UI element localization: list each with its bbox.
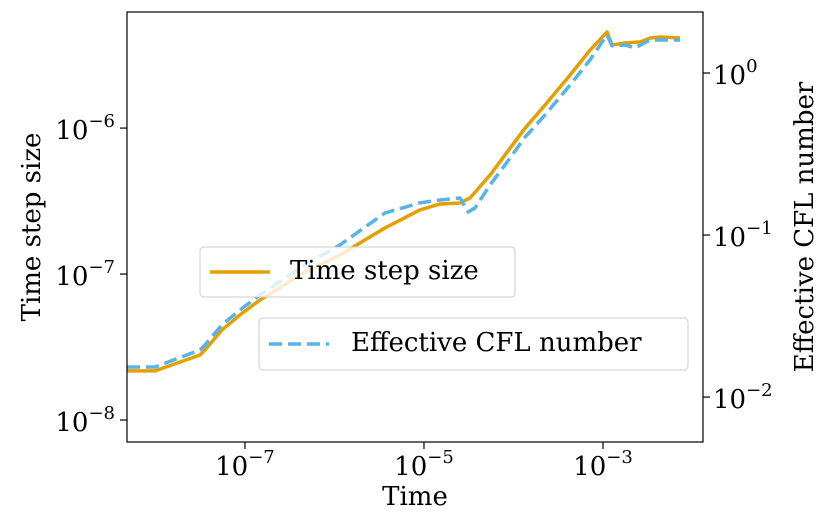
y-tick-label: 10−6 [55, 111, 115, 146]
y-axis-label: Time step size [17, 133, 47, 322]
axes-frame [126, 11, 704, 443]
y-tick-label: 10−7 [55, 257, 115, 292]
x-tick-label: 10−5 [394, 447, 454, 482]
y2-tick-label: 10−2 [713, 380, 773, 415]
legend: Time step size Effective CFL number [199, 246, 689, 371]
x-tick-label: 10−7 [215, 447, 275, 482]
plot-area [127, 30, 681, 373]
y-tick-label: 10−8 [55, 403, 115, 438]
y2-tick-label: 100 [713, 56, 758, 91]
x-axis-label: Time [382, 482, 448, 512]
legend-label: Effective CFL number [351, 328, 642, 358]
y2-tick-label: 10−1 [713, 218, 773, 253]
legend-box [258, 317, 689, 371]
y2-axis-label: Effective CFL number [790, 81, 820, 372]
legend-label: Time step size [290, 256, 479, 286]
series-line [127, 33, 681, 369]
legend-box [199, 246, 516, 298]
x-tick-label: 10−3 [573, 447, 633, 482]
